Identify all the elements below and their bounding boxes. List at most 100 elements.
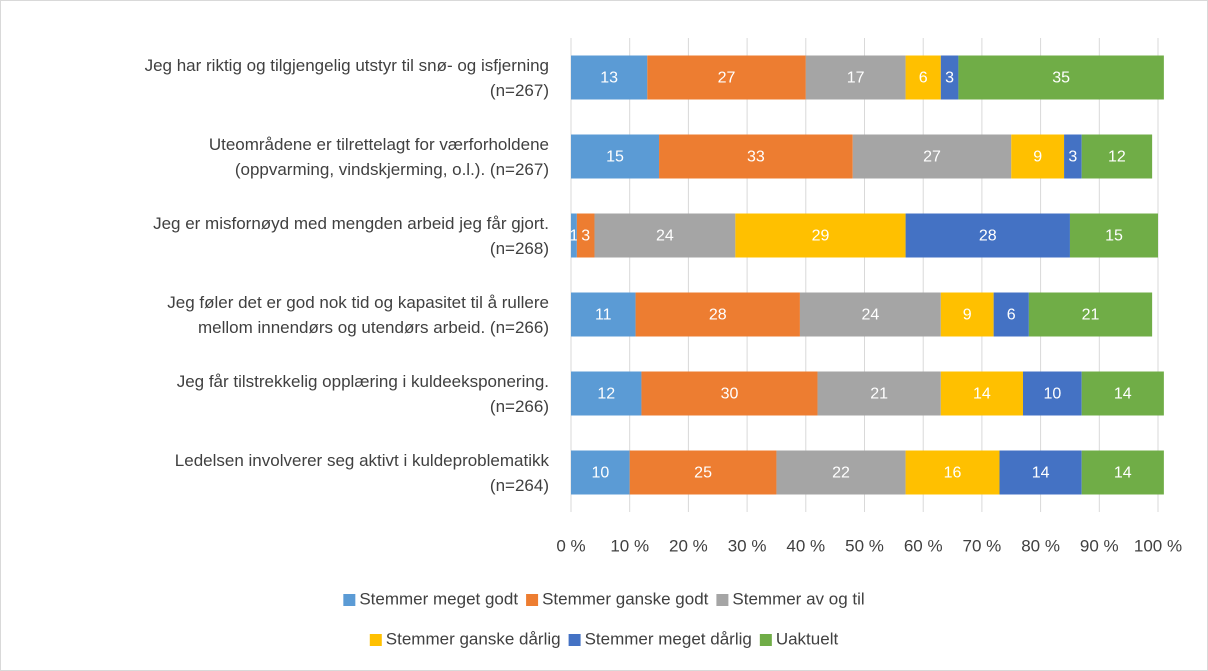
data-label: 13	[600, 70, 618, 87]
bar-segment	[571, 450, 630, 495]
data-label: 24	[861, 307, 879, 324]
bar-segment	[817, 371, 941, 416]
data-label: 14	[973, 386, 991, 403]
data-label: 27	[923, 149, 941, 166]
x-tick-label: 90 %	[1080, 536, 1119, 555]
data-label: 14	[1114, 386, 1132, 403]
data-label: 12	[1108, 149, 1126, 166]
data-label: 1	[569, 228, 578, 245]
data-label: 25	[694, 465, 712, 482]
data-label: 9	[963, 307, 972, 324]
data-label: 14	[1032, 465, 1050, 482]
bar-segment	[576, 213, 595, 258]
bar-segment	[571, 134, 660, 179]
legend-label: Stemmer meget godt	[359, 589, 518, 608]
bar-segment	[1028, 292, 1153, 337]
bar-segment	[905, 450, 1000, 495]
bar-segment	[629, 450, 777, 495]
data-label: 21	[1082, 307, 1100, 324]
bar-segment	[940, 292, 994, 337]
bar-segment	[905, 55, 941, 100]
data-label: 21	[870, 386, 888, 403]
category-label: Jeg har riktig og tilgjengelig utstyr ti…	[145, 56, 549, 75]
category-label: (n=268)	[490, 239, 549, 258]
category-label: (n=264)	[490, 476, 549, 495]
category-label: Ledelsen involverer seg aktivt i kuldepr…	[175, 451, 550, 470]
bar-segment	[571, 55, 648, 100]
data-label: 17	[847, 70, 865, 87]
bar-segment	[799, 292, 941, 337]
legend-label: Stemmer av og til	[732, 589, 864, 608]
legend-label: Stemmer meget dårlig	[585, 629, 752, 648]
x-tick-label: 0 %	[556, 536, 585, 555]
x-tick-label: 60 %	[904, 536, 943, 555]
data-label: 24	[656, 228, 674, 245]
bar-segment	[647, 55, 806, 100]
bar-segment	[940, 55, 959, 100]
bar-segment	[993, 292, 1029, 337]
x-tick-label: 50 %	[845, 536, 884, 555]
legend-swatch	[343, 594, 356, 606]
bar-segment	[594, 213, 736, 258]
bar-segment	[1011, 134, 1065, 179]
data-label: 28	[979, 228, 997, 245]
bar-segment	[940, 371, 1023, 416]
bar-segment	[735, 213, 906, 258]
category-label: Jeg føler det er god nok tid og kapasite…	[167, 293, 549, 312]
x-tick-label: 80 %	[1021, 536, 1060, 555]
bar-segment	[1081, 450, 1164, 495]
bar-segment	[905, 213, 1070, 258]
bar-segment	[805, 55, 906, 100]
category-label: (oppvarming, vindskjerming, o.l.). (n=26…	[235, 160, 549, 179]
data-label: 6	[1007, 307, 1016, 324]
data-label: 16	[944, 465, 962, 482]
x-tick-label: 10 %	[610, 536, 649, 555]
data-label: 14	[1114, 465, 1132, 482]
data-label: 6	[919, 70, 928, 87]
bar-segment	[776, 450, 906, 495]
category-label: (n=267)	[490, 81, 549, 100]
data-label: 27	[718, 70, 736, 87]
data-label: 9	[1033, 149, 1042, 166]
bar-segment	[999, 450, 1082, 495]
legend-label: Uaktuelt	[776, 629, 839, 648]
bar-segment	[1081, 371, 1164, 416]
data-label: 28	[709, 307, 727, 324]
x-tick-label: 30 %	[728, 536, 767, 555]
data-label: 15	[1105, 228, 1123, 245]
bar-segment	[958, 55, 1164, 100]
category-label: Uteområdene er tilrettelagt for værforho…	[209, 135, 549, 154]
bar-segment	[1022, 371, 1082, 416]
bar-segment	[641, 371, 818, 416]
legend-swatch	[759, 634, 772, 646]
data-label: 3	[1068, 149, 1077, 166]
category-label: Jeg får tilstrekkelig opplæring i kuldee…	[177, 372, 549, 391]
x-tick-label: 70 %	[963, 536, 1002, 555]
x-tick-label: 100 %	[1134, 536, 1182, 555]
bar-segment	[571, 371, 642, 416]
data-label: 15	[606, 149, 624, 166]
legend-label: Stemmer ganske dårlig	[386, 629, 561, 648]
bar-segment	[571, 213, 577, 258]
legend-swatch	[568, 634, 581, 646]
category-label: mellom innendørs og utendørs arbeid. (n=…	[198, 318, 549, 337]
bar-segment	[571, 292, 636, 337]
data-label: 11	[595, 307, 612, 324]
data-label: 3	[581, 228, 590, 245]
bar-segment	[635, 292, 800, 337]
data-label: 10	[591, 465, 609, 482]
legend-swatch	[369, 634, 382, 646]
legend-swatch	[526, 594, 539, 606]
legend-swatch	[716, 594, 729, 606]
data-label: 12	[597, 386, 615, 403]
data-label: 30	[721, 386, 739, 403]
data-label: 33	[747, 149, 765, 166]
data-label: 10	[1043, 386, 1061, 403]
bar-segment	[1081, 134, 1153, 179]
bar-segment	[852, 134, 1012, 179]
category-label: Jeg er misfornøyd med mengden arbeid jeg…	[153, 214, 549, 233]
bar-segment	[1069, 213, 1158, 258]
data-label: 3	[945, 70, 954, 87]
data-label: 35	[1052, 70, 1070, 87]
